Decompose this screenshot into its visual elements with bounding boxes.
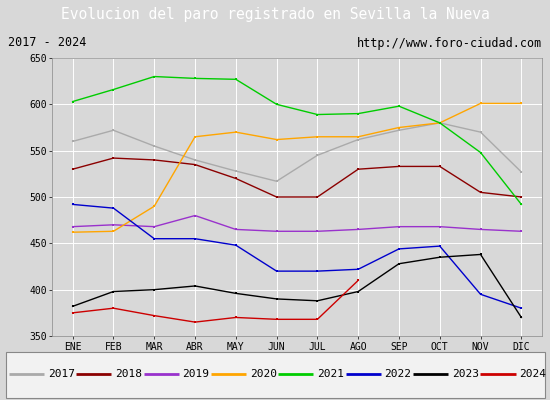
Text: 2022: 2022 (384, 369, 411, 379)
Text: 2017 - 2024: 2017 - 2024 (8, 36, 87, 50)
Text: 2017: 2017 (48, 369, 75, 379)
Text: 2024: 2024 (519, 369, 546, 379)
Text: 2018: 2018 (115, 369, 142, 379)
Text: Evolucion del paro registrado en Sevilla la Nueva: Evolucion del paro registrado en Sevilla… (60, 8, 490, 22)
Text: 2023: 2023 (452, 369, 479, 379)
Text: http://www.foro-ciudad.com: http://www.foro-ciudad.com (356, 36, 542, 50)
Text: 2019: 2019 (183, 369, 210, 379)
Text: 2020: 2020 (250, 369, 277, 379)
Text: 2021: 2021 (317, 369, 344, 379)
